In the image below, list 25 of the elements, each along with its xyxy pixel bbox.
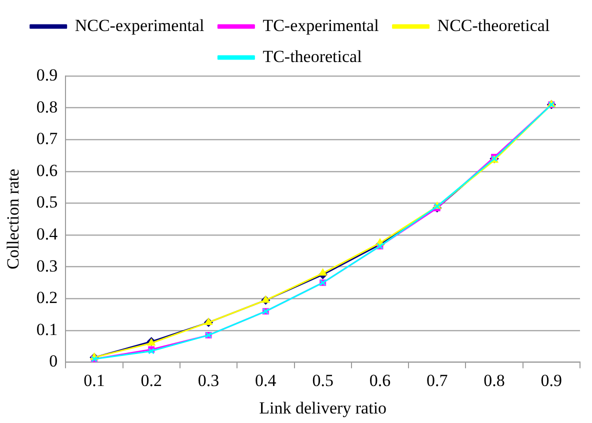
x-tick-label: 0.5 [312, 370, 334, 390]
y-tick-label: 0.6 [36, 160, 58, 180]
y-tick-label: 0.4 [36, 224, 58, 244]
x-tick-label: 0.9 [540, 370, 562, 390]
legend-label: TC-theoretical [262, 46, 362, 66]
legend-label: NCC-experimental [74, 16, 204, 35]
x-tick-label: 0.8 [484, 370, 505, 390]
x-tick-label: 0.3 [198, 370, 220, 390]
y-tick-label: 0.1 [36, 320, 58, 339]
y-axis-title: Collection rate [4, 168, 23, 270]
legend-label: TC-experimental [262, 16, 380, 35]
y-tick-label: 0.8 [36, 97, 58, 116]
x-tick-label: 0.4 [255, 370, 277, 390]
y-tick-label: 0.9 [36, 65, 58, 84]
x-tick-label: 0.6 [369, 370, 391, 390]
y-tick-label: 0.3 [36, 256, 58, 276]
y-tick-label: 0.2 [36, 288, 58, 308]
legend-label: NCC-theoretical [437, 16, 550, 35]
x-tick-label: 0.1 [84, 370, 105, 390]
y-tick-label: 0.7 [36, 129, 58, 148]
y-tick-label: 0.5 [36, 192, 58, 212]
x-tick-label: 0.2 [140, 370, 162, 390]
x-tick-label: 0.7 [426, 370, 448, 390]
y-tick-label: 0 [49, 352, 58, 371]
x-axis-title: Link delivery ratio [259, 398, 387, 418]
